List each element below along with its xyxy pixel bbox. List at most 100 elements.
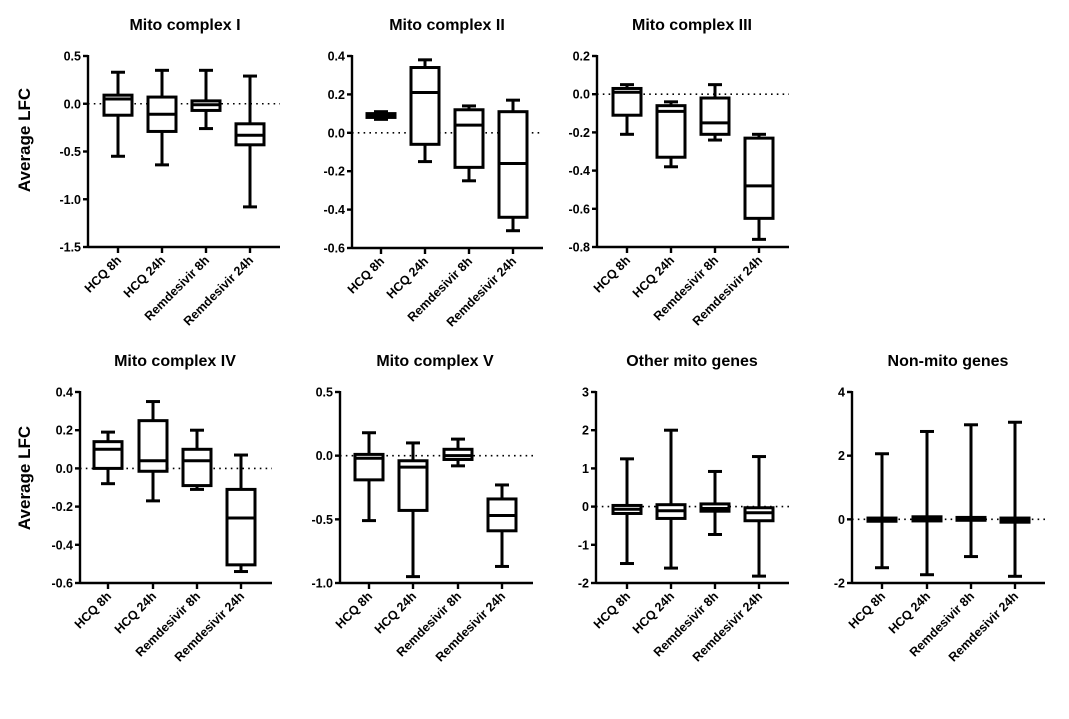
- y-tick-label: 0.2: [328, 88, 345, 102]
- y-tick-label: 0.0: [316, 449, 333, 463]
- x-category-label: HCQ 8h: [333, 589, 375, 631]
- y-tick-label: -2: [834, 577, 845, 591]
- x-category-label: HCQ 8h: [591, 253, 633, 295]
- box-3: [699, 469, 731, 536]
- panel-title: Other mito genes: [626, 353, 758, 370]
- y-tick-label: -2: [578, 577, 589, 591]
- x-category-label: HCQ 8h: [591, 589, 633, 631]
- y-tick-label: 2: [838, 449, 845, 463]
- box-3: [442, 437, 474, 468]
- y-tick-label: -0.6: [568, 202, 590, 216]
- iqr-box: [181, 447, 213, 488]
- x-category-label: HCQ 8h: [846, 589, 888, 631]
- box-3: [955, 423, 987, 559]
- y-tick-label: 0.4: [328, 50, 345, 64]
- box-4: [225, 453, 257, 574]
- panel-1: Mito complex I Average LFC 0.5 0.0 -0.5 -1.0 -…: [15, 17, 280, 328]
- y-tick-label: -0.4: [323, 203, 345, 217]
- box-1: [353, 431, 385, 523]
- box-2: [397, 441, 429, 579]
- x-category-label: HCQ 8h: [345, 254, 387, 296]
- panel-title: Mito complex IV: [114, 353, 236, 370]
- y-tick-label: 0.0: [56, 462, 73, 476]
- y-tick-label: -0.2: [568, 126, 590, 140]
- y-tick-label: 0: [582, 500, 589, 514]
- y-tick-label: -0.6: [51, 577, 73, 591]
- panel-title: Mito complex V: [376, 353, 494, 370]
- panel-2: Mito complex II 0.4 0.2 0.0 -0.2 -0.4 -0.6HCQ …: [323, 17, 543, 329]
- y-tick-label: 0.5: [316, 386, 333, 400]
- y-tick-label: -0.8: [568, 241, 590, 255]
- y-tick-label: 0.0: [64, 97, 81, 111]
- y-tick-label: 3: [582, 386, 589, 400]
- box-4: [497, 98, 529, 233]
- y-tick-label: 0.2: [56, 424, 73, 438]
- iqr-box: [743, 136, 775, 220]
- box-1: [365, 110, 397, 121]
- panel-4: Mito complex IV Average LFC 0.4 0.2 0.0 -0.2 -…: [15, 353, 272, 664]
- y-axis-label: Average LFC: [15, 88, 34, 192]
- y-tick-label: -1.0: [59, 193, 81, 207]
- iqr-box: [453, 108, 485, 169]
- y-tick-label: 0: [838, 513, 845, 527]
- y-tick-label: -0.2: [323, 165, 345, 179]
- y-tick-label: -0.4: [51, 538, 73, 552]
- y-tick-label: -0.5: [59, 145, 81, 159]
- box-2: [146, 68, 178, 167]
- panel-title: Mito complex II: [389, 17, 505, 34]
- box-4: [486, 483, 518, 568]
- box-2: [137, 400, 169, 503]
- box-2: [655, 428, 687, 570]
- panel-title: Non-mito genes: [888, 353, 1009, 370]
- panel-title: Mito complex I: [129, 17, 240, 34]
- y-tick-label: 2: [582, 424, 589, 438]
- y-tick-label: 1: [582, 462, 589, 476]
- y-tick-label: -1: [578, 538, 589, 552]
- y-tick-label: -1.5: [59, 241, 81, 255]
- box-4: [999, 420, 1031, 578]
- iqr-box: [699, 96, 731, 136]
- iqr-box: [655, 104, 687, 159]
- box-3: [699, 83, 731, 142]
- x-category-label: HCQ 8h: [72, 589, 114, 631]
- box-2: [409, 58, 441, 164]
- y-tick-label: -0.4: [568, 164, 590, 178]
- box-3: [190, 68, 222, 131]
- iqr-box: [225, 487, 257, 567]
- box-1: [611, 457, 643, 566]
- panel-3: Mito complex III 0.2 0.0 -0.2 -0.4 -0.6 -0.8HC…: [568, 17, 789, 328]
- panel-title: Mito complex III: [632, 17, 752, 34]
- box-1: [92, 430, 124, 486]
- box-1: [102, 70, 134, 158]
- iqr-box: [743, 506, 775, 523]
- y-tick-label: 0.4: [56, 386, 73, 400]
- box-4: [234, 74, 266, 209]
- y-tick-label: -0.2: [51, 500, 73, 514]
- y-tick-label: 4: [838, 386, 845, 400]
- iqr-box: [92, 440, 124, 470]
- iqr-box: [137, 419, 169, 473]
- box-4: [743, 455, 775, 578]
- box-2: [655, 100, 687, 169]
- box-2: [911, 429, 943, 577]
- y-tick-label: 0.5: [64, 50, 81, 64]
- iqr-box: [397, 459, 429, 512]
- y-tick-label: 0.0: [573, 88, 590, 102]
- iqr-box: [409, 66, 441, 146]
- y-axis-label: Average LFC: [15, 426, 34, 530]
- box-3: [453, 104, 485, 183]
- y-tick-label: -0.5: [311, 513, 333, 527]
- box-4: [743, 132, 775, 241]
- box-1: [611, 83, 643, 136]
- box-3: [181, 428, 213, 491]
- y-tick-label: 0.0: [328, 126, 345, 140]
- box-1: [866, 452, 898, 570]
- x-category-label: HCQ 8h: [82, 253, 124, 295]
- y-tick-label: -1.0: [311, 577, 333, 591]
- x-category-label: HCQ 24h: [372, 589, 419, 636]
- y-tick-label: 0.2: [573, 50, 590, 64]
